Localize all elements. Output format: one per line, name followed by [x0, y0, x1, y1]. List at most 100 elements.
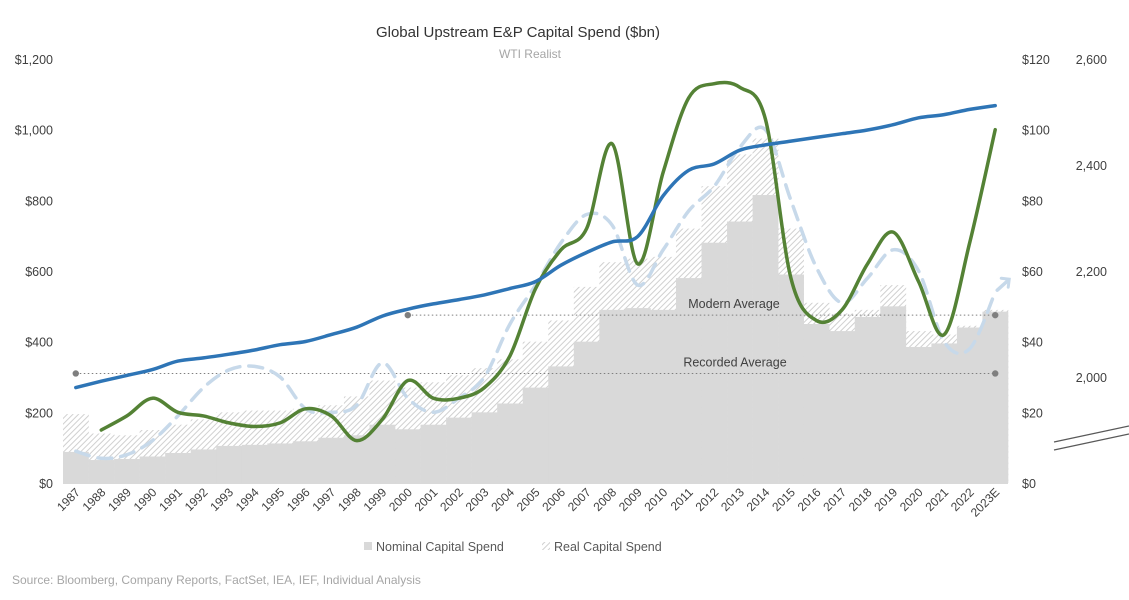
nominal-spend-bar-1992	[190, 449, 217, 483]
left-axis-tick-5: $1,000	[15, 124, 53, 138]
right-axis-2-tick-3: 2,600	[1076, 53, 1107, 67]
nominal-spend-bar-1988	[88, 460, 115, 483]
nominal-spend-bar-2022	[956, 327, 983, 483]
nominal-spend-bar-1998	[343, 435, 370, 483]
left-axis-tick-3: $600	[25, 265, 53, 279]
x-tick-1999: 1999	[361, 485, 390, 514]
left-axis-tick-0: $0	[39, 477, 53, 491]
left-axis-tick-1: $200	[25, 406, 53, 420]
chart-subtitle: WTI Realist	[499, 47, 562, 61]
x-tick-2019: 2019	[871, 485, 900, 514]
nominal-spend-bar-2000	[395, 429, 421, 483]
x-tick-2009: 2009	[616, 485, 645, 514]
nominal-spend-bar-1994	[241, 444, 268, 483]
x-tick-1996: 1996	[284, 485, 313, 514]
nominal-spend-bar-2014	[752, 195, 779, 484]
x-tick-2003: 2003	[463, 485, 492, 514]
average-start-dot-1	[72, 370, 79, 377]
nominal-spend-bar-1997	[318, 437, 345, 483]
right-axis-2-tick-1: 2,200	[1076, 265, 1107, 279]
x-tick-2008: 2008	[590, 485, 619, 514]
x-tick-2001: 2001	[412, 485, 441, 514]
nominal-spend-bar-2003	[471, 412, 498, 483]
axis-break-mark	[1053, 425, 1129, 451]
nominal-spend-bar-2016	[803, 324, 830, 483]
nominal-spend-bar-2001	[420, 424, 447, 483]
right-axis-1-tick-5: $100	[1022, 124, 1050, 138]
average-label-1: Recorded Average	[683, 355, 786, 369]
nominal-spend-bar-2018	[854, 316, 881, 483]
x-tick-1989: 1989	[105, 485, 134, 514]
nominal-spend-bar-2004	[497, 403, 524, 483]
legend-swatch-nominal	[364, 542, 372, 550]
x-tick-2018: 2018	[846, 485, 875, 514]
right-axis-1-tick-6: $120	[1022, 53, 1050, 67]
x-tick-2011: 2011	[668, 485, 696, 513]
average-label-0: Modern Average	[688, 297, 780, 311]
x-tick-1994: 1994	[233, 485, 262, 514]
right-axis-1-tick-0: $0	[1022, 477, 1036, 491]
average-lines: Modern Average Recorded Average	[72, 297, 999, 377]
right-axis-1-tick-3: $60	[1022, 265, 1043, 279]
nominal-spend-bar-1999	[369, 424, 396, 483]
right-y-axis-primary: $0 $20 $40 $60 $80 $100 $120	[1022, 53, 1050, 491]
right-axis-2-tick-2: 2,400	[1076, 159, 1107, 173]
x-tick-2010: 2010	[642, 485, 671, 514]
series-lines	[74, 80, 1011, 461]
x-tick-2017: 2017	[820, 485, 849, 514]
nominal-spend-bar-2008	[599, 309, 626, 483]
x-tick-2004: 2004	[488, 485, 517, 514]
nominal-spend-bar-2010	[650, 309, 677, 483]
x-tick-1997: 1997	[310, 485, 339, 514]
x-tick-2000: 2000	[386, 485, 415, 514]
nominal-spend-bar-1993	[216, 445, 243, 483]
dashed-line-arrow	[995, 279, 1009, 292]
legend: Nominal Capital Spend Real Capital Spend	[364, 540, 662, 554]
left-axis-tick-6: $1,200	[15, 53, 53, 67]
nominal-capital-spend-bars	[63, 195, 1009, 484]
nominal-spend-bar-1989	[114, 458, 140, 483]
x-tick-1988: 1988	[80, 485, 109, 514]
x-tick-1992: 1992	[182, 485, 211, 514]
nominal-spend-bar-2005	[522, 387, 549, 483]
x-tick-2007: 2007	[565, 485, 594, 514]
x-tick-2016: 2016	[795, 485, 824, 514]
average-end-dot-0	[992, 311, 999, 319]
nominal-spend-bar-2006	[548, 366, 575, 483]
legend-label-real: Real Capital Spend	[554, 540, 662, 554]
right-axis-1-tick-4: $80	[1022, 194, 1043, 208]
x-tick-2015: 2015	[769, 485, 798, 514]
x-tick-2006: 2006	[539, 485, 568, 514]
x-tick-2012: 2012	[693, 485, 722, 514]
chart-title: Global Upstream E&P Capital Spend ($bn)	[376, 24, 660, 41]
left-axis-tick-2: $400	[25, 336, 53, 350]
x-tick-2002: 2002	[437, 485, 466, 514]
x-axis: 1987198819891990199119921993199419951996…	[54, 483, 1008, 520]
nominal-spend-bar-2021	[931, 343, 958, 483]
nominal-spend-bar-2023E	[982, 311, 1009, 483]
x-tick-2013: 2013	[718, 485, 747, 514]
legend-swatch-real	[542, 542, 550, 550]
nominal-spend-bar-1996	[292, 441, 319, 483]
left-axis-tick-4: $800	[25, 194, 53, 208]
nominal-spend-bar-2002	[446, 417, 472, 483]
x-tick-2021: 2021	[922, 485, 951, 514]
nominal-spend-bar-2020	[905, 346, 932, 483]
average-start-dot-0	[404, 311, 411, 319]
right-y-axis-secondary: 2,000 2,200 2,400 2,600	[1076, 53, 1107, 385]
x-tick-1995: 1995	[258, 485, 287, 514]
nominal-spend-bar-2007	[573, 341, 600, 483]
x-tick-1990: 1990	[131, 485, 160, 514]
nominal-spend-bar-2017	[829, 331, 856, 483]
x-tick-1993: 1993	[207, 485, 236, 514]
average-end-dot-1	[992, 370, 999, 377]
blue-index-line	[74, 103, 997, 390]
nominal-spend-bar-1990	[139, 456, 166, 483]
right-axis-1-tick-1: $20	[1022, 406, 1043, 420]
nominal-spend-bar-1987	[63, 451, 89, 483]
right-axis-1-tick-2: $40	[1022, 336, 1043, 350]
x-tick-2023E: 2023E	[968, 485, 1002, 519]
nominal-spend-bar-1991	[165, 452, 192, 483]
nominal-spend-bar-1995	[267, 443, 294, 483]
